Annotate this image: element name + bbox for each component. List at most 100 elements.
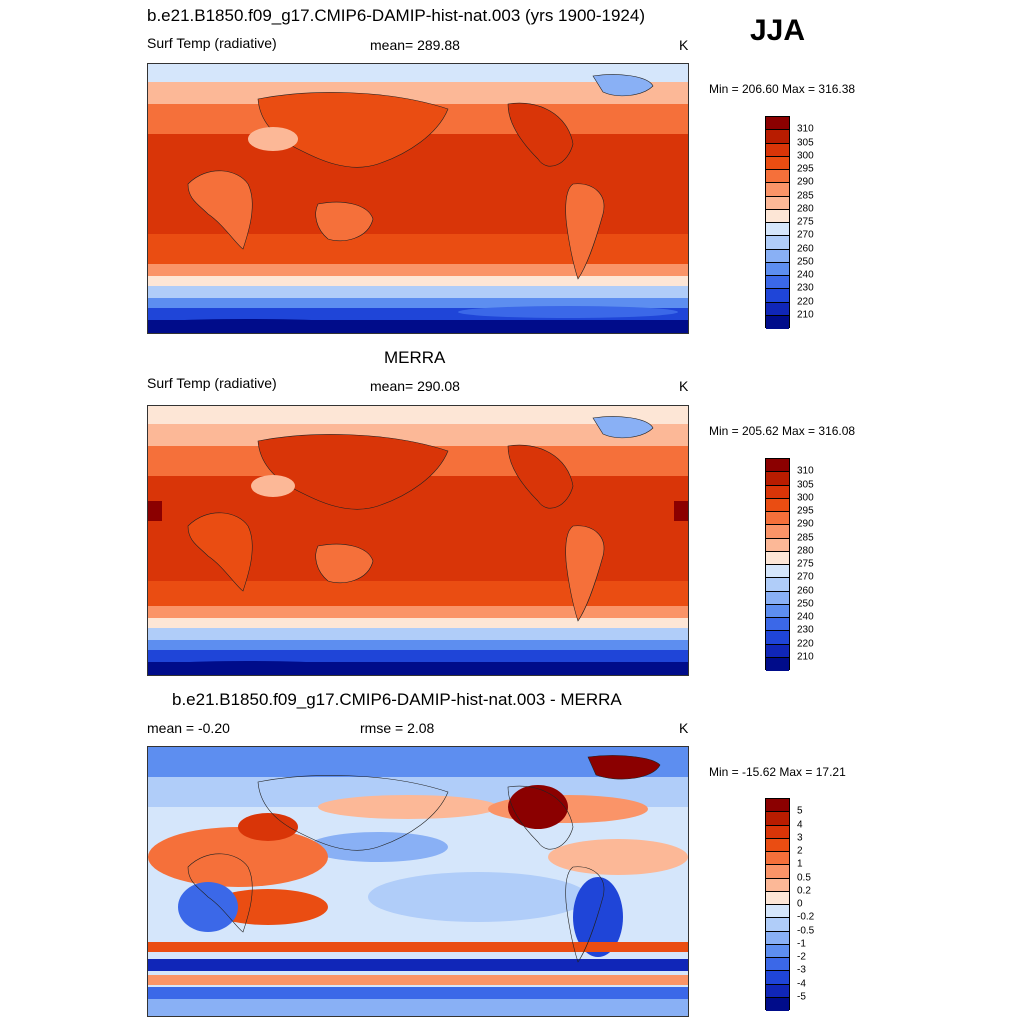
colorbar-tick-label: 270 (797, 229, 814, 241)
panel3-colorbar-swatch (766, 997, 789, 1011)
panel1-colorbar (765, 116, 790, 329)
colorbar-tick-label: 300 (797, 492, 814, 504)
panel1-colorbar-swatch (766, 156, 789, 170)
panel2-colorbar-swatch (766, 565, 789, 579)
panel1-map-field (148, 64, 688, 333)
panel1-colorbar-swatch (766, 236, 789, 250)
colorbar-tick-label: 2 (797, 845, 803, 857)
panel1-map (147, 63, 689, 334)
colorbar-tick-label: 300 (797, 150, 814, 162)
colorbar-tick-label: 310 (797, 465, 814, 477)
panel3-map (147, 746, 689, 1017)
panel1-colorbar-swatch (766, 143, 789, 157)
colorbar-tick-label: 295 (797, 163, 814, 175)
panel2-units-label: K (679, 378, 689, 394)
panel1-colorbar-swatch (766, 289, 789, 303)
colorbar-tick-label: 260 (797, 243, 814, 254)
season-label: JJA (750, 14, 806, 47)
colorbar-tick-label: 4 (797, 819, 803, 830)
colorbar-tick-label: -2 (797, 951, 806, 963)
panel1-title: b.e21.B1850.f09_g17.CMIP6-DAMIP-hist-nat… (147, 6, 645, 25)
colorbar-tick-label: 240 (797, 611, 814, 623)
panel3-colorbar-swatch (766, 878, 789, 892)
panel1-mean-label: mean= 289.88 (370, 37, 460, 53)
panel2-colorbar-swatch (766, 538, 789, 552)
panel3-colorbar-swatch (766, 812, 789, 826)
colorbar-tick-label: 5 (797, 805, 803, 817)
panel3-colorbar-swatch (766, 971, 789, 985)
colorbar-tick-label: 260 (797, 585, 814, 596)
panel1-colorbar-swatch (766, 170, 789, 184)
panel2-colorbar-swatch (766, 631, 789, 645)
colorbar-tick-label: 285 (797, 190, 814, 201)
colorbar-tick-label: 305 (797, 137, 814, 148)
panel3-colorbar-swatch (766, 838, 789, 852)
colorbar-tick-label: 285 (797, 532, 814, 543)
colorbar-tick-label: 210 (797, 309, 814, 321)
colorbar-tick-label: 210 (797, 651, 814, 663)
panel3-minmax: Min = -15.62 Max = 17.21 (709, 765, 846, 779)
panel3-units-label: K (679, 720, 689, 736)
colorbar-tick-label: 220 (797, 296, 814, 307)
colorbar-tick-label: -1 (797, 938, 806, 950)
colorbar-tick-label: -3 (797, 964, 806, 976)
colorbar-tick-label: 305 (797, 479, 814, 490)
colorbar-tick-label: 310 (797, 123, 814, 135)
panel1-colorbar-swatch (766, 223, 789, 237)
panel2-variable-label: Surf Temp (radiative) (147, 375, 277, 391)
colorbar-tick-label: 230 (797, 624, 814, 636)
panel2-colorbar-swatch (766, 591, 789, 605)
panel1-colorbar-swatch (766, 209, 789, 223)
panel3-colorbar-swatch (766, 944, 789, 958)
panel3-colorbar-swatch (766, 958, 789, 972)
colorbar-tick-label: 1 (797, 858, 803, 870)
panel2-map-field (148, 406, 688, 675)
panel1-colorbar-swatch (766, 315, 789, 329)
colorbar-tick-label: 290 (797, 176, 814, 188)
colorbar-tick-label: 220 (797, 638, 814, 649)
panel2-colorbar-swatch (766, 525, 789, 539)
panel2-mean-label: mean= 290.08 (370, 378, 460, 394)
panel1-colorbar-swatch (766, 302, 789, 316)
panel2-colorbar-swatch (766, 578, 789, 592)
colorbar-tick-label: 230 (797, 282, 814, 294)
panel2-title: MERRA (384, 348, 446, 367)
panel3-colorbar-swatch (766, 905, 789, 919)
panel1-colorbar-swatch (766, 130, 789, 144)
panel2-colorbar (765, 458, 790, 671)
panel2-colorbar-swatch (766, 498, 789, 512)
colorbar-tick-label: 270 (797, 571, 814, 583)
panel1-colorbar-swatch (766, 249, 789, 263)
colorbar-tick-label: 3 (797, 832, 803, 844)
colorbar-tick-label: 295 (797, 505, 814, 517)
panel3-rmse-label: rmse = 2.08 (360, 720, 435, 736)
panel1-colorbar-swatch (766, 276, 789, 290)
colorbar-tick-label: 0.2 (797, 885, 811, 897)
colorbar-tick-label: 275 (797, 558, 814, 570)
panel3-mean-label: mean = -0.20 (147, 720, 230, 736)
panel3-colorbar-swatch (766, 865, 789, 879)
panel3-colorbar-swatch (766, 931, 789, 945)
colorbar-tick-label: -4 (797, 978, 806, 989)
panel2-colorbar-swatch (766, 512, 789, 526)
panel1-colorbar-swatch (766, 117, 789, 131)
panel1-variable-label: Surf Temp (radiative) (147, 35, 277, 51)
colorbar-tick-label: 240 (797, 269, 814, 281)
panel1-colorbar-swatch (766, 183, 789, 197)
panel3-colorbar-swatch (766, 852, 789, 866)
panel2-map (147, 405, 689, 676)
colorbar-tick-label: -5 (797, 991, 806, 1003)
colorbar-tick-label: 0 (797, 898, 803, 910)
panel2-colorbar-swatch (766, 459, 789, 473)
colorbar-tick-label: -0.2 (797, 911, 815, 923)
panel3-colorbar-swatch (766, 918, 789, 932)
panel3-colorbar-swatch (766, 825, 789, 839)
panel3-map-field (148, 747, 688, 1016)
panel2-colorbar-swatch (766, 657, 789, 671)
panel2-colorbar-swatch (766, 618, 789, 632)
colorbar-tick-label: 250 (797, 256, 814, 268)
panel2-minmax: Min = 205.62 Max = 316.08 (709, 424, 856, 438)
colorbar-tick-label: -0.5 (797, 925, 815, 936)
panel1-colorbar-swatch (766, 196, 789, 210)
panel2-colorbar-swatch (766, 472, 789, 486)
